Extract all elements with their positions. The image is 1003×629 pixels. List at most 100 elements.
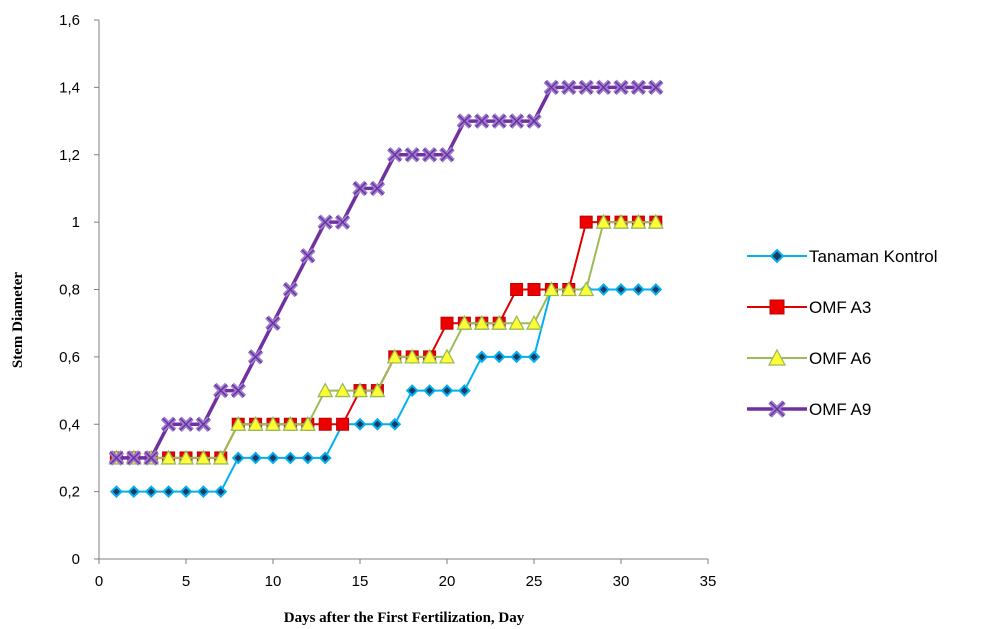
data-point-omf-a6 [351,382,369,398]
data-point-omf-a9 [474,113,490,129]
data-point-omf-a6 [264,415,282,431]
data-point-tanaman-kontrol [614,283,628,296]
data-point-omf-a6 [630,213,647,229]
x-tick-label: 30 [613,573,630,590]
series-omf-a9 [108,79,664,466]
series-line-omf-a9 [116,85,656,460]
data-point-tanaman-kontrol [318,451,332,465]
data-point-omf-a9 [300,248,316,264]
data-point-omf-a9 [630,79,647,96]
data-point-omf-a3 [527,283,541,296]
y-tick-label: 0,2 [59,484,80,501]
data-point-omf-a6 [404,348,421,364]
data-point-omf-a6 [560,281,577,297]
data-point-tanaman-kontrol [196,485,210,499]
data-point-tanaman-kontrol [127,485,141,499]
y-tick-label: 0,4 [59,416,80,433]
data-point-tanaman-kontrol [266,451,280,465]
x-tick-label: 5 [182,573,190,590]
data-point-omf-a9 [160,416,177,433]
data-point-omf-a3 [440,316,454,330]
data-point-omf-a9 [613,79,629,96]
x-tick-label: 20 [439,573,456,590]
data-point-omf-a9 [404,146,420,163]
data-point-tanaman-kontrol [353,417,367,431]
legend-marker [769,248,785,264]
data-point-omf-a3 [510,283,524,296]
data-point-tanaman-kontrol [162,485,176,499]
data-point-omf-a9 [421,146,438,163]
data-point-tanaman-kontrol [527,350,541,364]
legend-item-omf-a3: OMF A3 [747,298,871,317]
y-tick-label: 0,8 [59,282,80,299]
data-point-omf-a3 [336,417,350,431]
series-omf-a3 [109,215,663,465]
legend-item-omf-a9: OMF A9 [747,400,871,419]
data-point-tanaman-kontrol [301,451,315,465]
x-tick-label: 0 [95,573,103,590]
y-axis-ticks: 0 0,2 0,4 0,6 0,8 1 1,2 1,4 1,6 [59,12,99,568]
data-point-omf-a9 [456,113,473,129]
series-omf-a6 [108,213,664,465]
data-point-omf-a6 [386,348,403,364]
data-point-tanaman-kontrol [423,384,437,397]
data-point-omf-a9 [334,214,351,230]
data-point-omf-a9 [178,416,194,433]
data-point-omf-a6 [195,449,212,465]
data-point-tanaman-kontrol [405,384,419,397]
data-point-omf-a6 [438,348,456,364]
legend-label: OMF A9 [809,400,871,419]
series-layer [108,79,664,499]
legend-label: OMF A6 [809,349,871,368]
data-point-omf-a9 [108,450,125,466]
data-point-tanaman-kontrol [370,417,384,431]
data-point-omf-a9 [352,180,368,197]
legend-item-omf-a6: OMF A6 [747,348,871,368]
series-tanaman-kontrol [109,283,663,499]
data-point-omf-a6 [282,415,299,431]
data-point-omf-a9 [543,79,560,96]
data-point-omf-a6 [525,314,543,330]
legend-marker [769,299,785,315]
y-axis-title: Stem Diameter [10,272,26,369]
data-point-tanaman-kontrol [597,283,611,296]
legend-marker [768,400,786,418]
series-line-omf-a6 [116,221,656,459]
data-point-omf-a9 [282,281,299,298]
data-point-tanaman-kontrol [649,283,663,296]
data-point-omf-a6 [473,314,490,330]
data-point-omf-a9 [387,146,403,163]
data-point-omf-a9 [369,180,386,197]
legend: Tanaman Kontrol OMF A3 OMF A6 OMF A9 [747,247,938,419]
legend-label: OMF A3 [809,298,871,317]
data-point-omf-a3 [579,215,593,229]
data-point-omf-a9 [508,113,525,129]
data-point-omf-a6 [369,382,386,398]
data-point-tanaman-kontrol [388,417,402,431]
data-point-omf-a6 [578,281,595,297]
data-point-omf-a9 [247,349,264,365]
data-point-tanaman-kontrol [492,350,506,364]
data-point-tanaman-kontrol [283,451,297,465]
data-point-omf-a9 [143,450,159,466]
data-point-omf-a6 [212,449,229,465]
data-point-omf-a9 [561,79,577,96]
data-point-omf-a9 [265,315,281,331]
data-point-omf-a6 [508,314,525,330]
x-tick-label: 25 [526,573,543,590]
y-tick-label: 1,6 [59,12,80,29]
data-point-omf-a6 [612,213,630,229]
data-point-omf-a9 [126,450,142,466]
data-point-tanaman-kontrol [179,485,193,499]
y-tick-label: 0,6 [59,349,80,366]
data-point-omf-a6 [647,213,664,229]
y-tick-label: 1 [72,214,80,231]
data-point-omf-a3 [318,417,332,431]
data-point-omf-a6 [177,449,195,465]
data-point-omf-a9 [439,146,455,163]
data-point-omf-a9 [195,416,212,433]
data-point-omf-a6 [421,348,438,364]
data-point-tanaman-kontrol [475,350,489,364]
data-point-omf-a6 [456,314,473,330]
